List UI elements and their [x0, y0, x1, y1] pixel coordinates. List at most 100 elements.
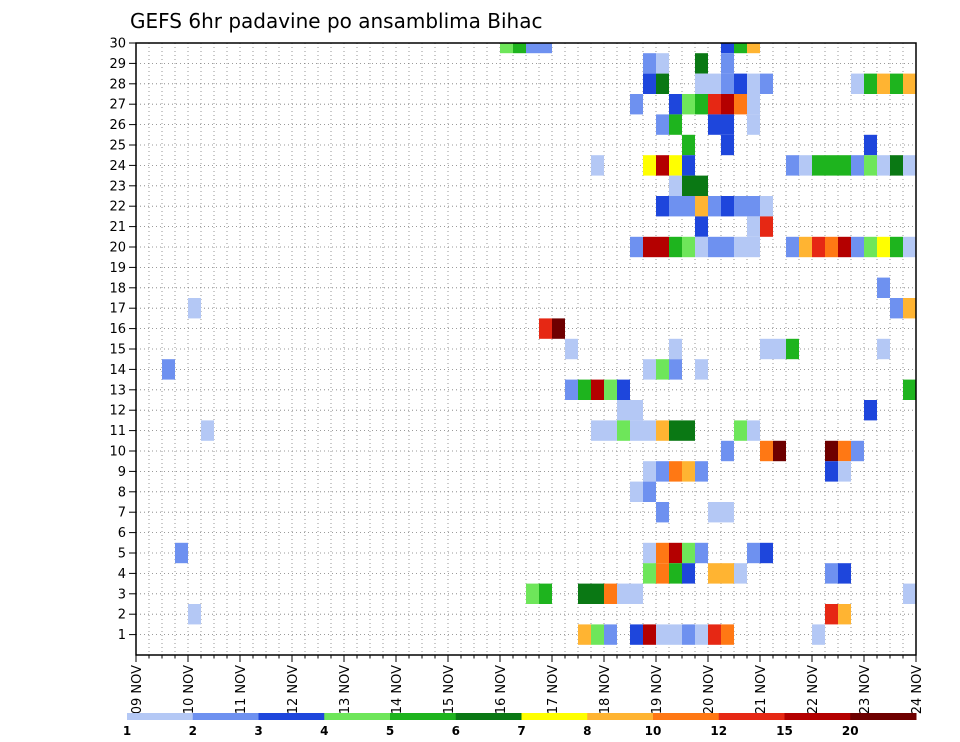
x-tick-label: 16 NOV: [494, 665, 509, 714]
colorbar-label: 15: [776, 724, 793, 738]
colorbar-label: 5: [386, 724, 394, 738]
heatmap-cell: [578, 379, 591, 400]
heatmap-cell: [643, 236, 656, 258]
heatmap-cell: [825, 461, 838, 482]
heatmap-cell: [903, 379, 916, 400]
heatmap-cell: [695, 216, 708, 237]
heatmap-cell: [591, 420, 604, 441]
heatmap-cell: [903, 583, 916, 604]
y-tick-label: 3: [118, 587, 126, 602]
heatmap-cell: [669, 461, 682, 482]
heatmap-cell: [669, 155, 682, 176]
heatmap-cell: [539, 583, 552, 604]
colorbar-swatch: [653, 713, 720, 720]
heatmap-cell: [539, 43, 552, 54]
y-tick-label: 30: [109, 37, 126, 52]
y-tick-label: 14: [109, 363, 126, 378]
heatmap-cell: [643, 73, 656, 94]
chart-title: GEFS 6hr padavine po ansamblima Bihac: [130, 9, 542, 33]
heatmap-cell: [617, 379, 630, 400]
heatmap-cell: [708, 624, 721, 645]
colorbar-label: 2: [189, 724, 197, 738]
heatmap-cell: [864, 73, 877, 94]
heatmap-cell: [747, 420, 760, 441]
x-tick-label: 12 NOV: [286, 665, 301, 714]
heatmap-cell: [656, 53, 669, 74]
heatmap-cell: [721, 563, 734, 584]
heatmap-cell: [695, 236, 708, 258]
heatmap-cell: [656, 196, 669, 217]
heatmap-cell: [682, 94, 695, 115]
heatmap-cell: [630, 236, 643, 258]
y-tick-label: 23: [109, 179, 126, 194]
heatmap-cell: [682, 624, 695, 645]
heatmap-cell: [526, 583, 539, 604]
heatmap-cell: [747, 114, 760, 135]
heatmap-cell: [838, 236, 851, 258]
y-axis: 1234567891011121314151617181920212223242…: [109, 37, 136, 643]
heatmap-cell: [851, 440, 864, 462]
heatmap-cell: [734, 94, 747, 115]
heatmap-cell: [656, 236, 669, 258]
heatmap-cell: [799, 155, 812, 176]
x-tick-label: 21 NOV: [754, 665, 769, 714]
y-tick-label: 18: [109, 281, 126, 296]
y-tick-label: 9: [118, 465, 126, 480]
heatmap-cell: [760, 73, 773, 94]
y-tick-label: 2: [118, 608, 126, 623]
y-tick-label: 6: [118, 526, 126, 541]
heatmap-cell: [838, 155, 851, 176]
heatmap-cell: [786, 338, 799, 360]
y-tick-label: 8: [118, 485, 126, 500]
heatmap-cells: [162, 43, 916, 645]
colorbar-label: 12: [710, 724, 727, 738]
y-tick-label: 16: [109, 322, 126, 337]
colorbar-swatch: [127, 713, 194, 720]
heatmap-cell: [669, 338, 682, 360]
heatmap-cell: [591, 379, 604, 400]
heatmap-cell: [890, 73, 903, 94]
heatmap-cell: [669, 420, 682, 441]
heatmap-cell: [734, 563, 747, 584]
colorbar-swatch: [258, 713, 325, 720]
y-tick-label: 1: [118, 628, 126, 643]
heatmap-cell: [864, 236, 877, 258]
heatmap-cell: [630, 94, 643, 115]
y-tick-label: 26: [109, 118, 126, 133]
heatmap-cell: [812, 155, 825, 176]
heatmap-cell: [643, 359, 656, 380]
heatmap-cell: [682, 196, 695, 217]
x-tick-label: 11 NOV: [234, 665, 249, 714]
heatmap-cell: [656, 563, 669, 584]
heatmap-cell: [630, 583, 643, 604]
y-tick-label: 17: [109, 302, 126, 317]
heatmap-cell: [721, 440, 734, 462]
y-tick-label: 24: [109, 159, 126, 174]
colorbar-swatch: [587, 713, 654, 720]
heatmap-cell: [565, 338, 578, 360]
heatmap-cell: [838, 563, 851, 584]
heatmap-cell: [734, 420, 747, 441]
heatmap-cell: [747, 94, 760, 115]
heatmap-cell: [682, 461, 695, 482]
heatmap-cell: [656, 155, 669, 176]
heatmap-cell: [903, 73, 916, 94]
heatmap-cell: [747, 236, 760, 258]
heatmap-cell: [643, 420, 656, 441]
heatmap-cell: [513, 43, 526, 54]
x-axis: 09 NOV 10 NOV 11 NOV 12 NOV 13 NOV 14 NOV 15 N…: [130, 655, 925, 714]
heatmap-cell: [669, 624, 682, 645]
heatmap-cell: [682, 236, 695, 258]
heatmap-cell: [669, 359, 682, 380]
heatmap-cell: [760, 542, 773, 564]
heatmap-cell: [786, 236, 799, 258]
heatmap-cell: [877, 338, 890, 360]
heatmap-cell: [591, 155, 604, 176]
y-tick-label: 12: [109, 404, 126, 419]
colorbar-label: 7: [517, 724, 525, 738]
heatmap-cell: [721, 502, 734, 523]
heatmap-cell: [604, 583, 617, 604]
heatmap-cell: [760, 196, 773, 217]
heatmap-cell: [656, 114, 669, 135]
colorbar-label: 3: [254, 724, 262, 738]
